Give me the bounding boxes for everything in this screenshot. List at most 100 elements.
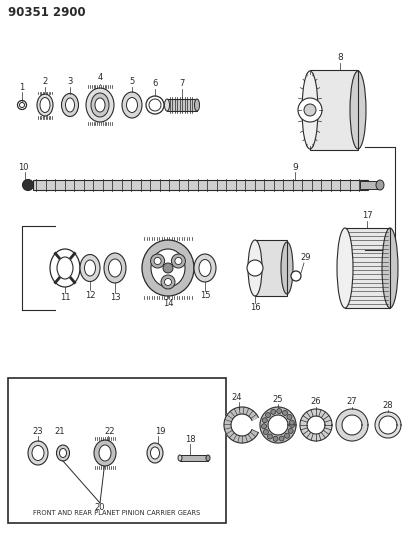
Text: 5: 5 [129,77,135,85]
Circle shape [18,101,27,109]
Text: 25: 25 [273,394,283,403]
Text: 2: 2 [42,77,48,85]
Bar [255,240,287,296]
Text: 21: 21 [55,426,65,435]
Circle shape [291,271,301,281]
Bar [360,181,380,189]
Circle shape [262,424,266,429]
Polygon shape [336,409,368,441]
Text: 20: 20 [95,504,105,513]
Text: 10: 10 [18,163,28,172]
Ellipse shape [57,257,73,279]
Ellipse shape [126,98,137,112]
Ellipse shape [80,254,100,281]
Ellipse shape [84,260,95,276]
Ellipse shape [248,240,262,296]
Circle shape [146,96,164,114]
Circle shape [164,279,171,286]
Circle shape [171,254,185,268]
Text: 11: 11 [60,294,70,303]
Circle shape [277,409,282,414]
Text: 7: 7 [179,78,185,87]
Ellipse shape [95,98,105,112]
Bar [33,180,368,190]
Ellipse shape [32,446,44,461]
Text: 29: 29 [301,254,311,262]
Text: 12: 12 [85,290,95,300]
Circle shape [304,104,316,116]
Text: 14: 14 [163,298,173,308]
Bar [345,228,390,308]
Text: 6: 6 [152,78,157,87]
Ellipse shape [40,98,50,112]
Ellipse shape [50,249,80,287]
Bar [310,70,358,150]
Ellipse shape [151,447,160,459]
Circle shape [266,413,271,417]
Text: 19: 19 [155,426,165,435]
Bar [345,228,390,308]
Ellipse shape [376,180,384,190]
Text: 1: 1 [19,83,24,92]
Bar [167,99,197,111]
Bar [180,455,208,461]
Ellipse shape [178,455,182,461]
Ellipse shape [350,71,366,149]
Ellipse shape [147,443,163,463]
Circle shape [264,430,268,434]
Circle shape [271,409,276,414]
Polygon shape [375,412,401,438]
Text: FRONT AND REAR PLANET PINION CARRIER GEARS: FRONT AND REAR PLANET PINION CARRIER GEA… [33,510,201,516]
Bar [8,378,226,523]
Circle shape [22,180,33,190]
Circle shape [163,263,173,273]
Ellipse shape [194,254,216,282]
Ellipse shape [91,93,109,117]
Text: 3: 3 [67,77,73,85]
Ellipse shape [28,441,48,465]
Circle shape [290,423,295,427]
Ellipse shape [195,99,200,111]
Text: 90351 2900: 90351 2900 [8,6,86,20]
Circle shape [287,415,292,419]
Bar [310,70,358,150]
Text: 27: 27 [347,398,357,407]
Ellipse shape [382,228,398,308]
Ellipse shape [151,249,185,287]
Circle shape [279,436,284,441]
Text: 8: 8 [337,53,343,62]
Text: 16: 16 [250,303,260,312]
Circle shape [284,433,290,438]
Ellipse shape [66,98,75,112]
Ellipse shape [56,445,69,461]
Ellipse shape [122,92,142,118]
Text: 24: 24 [232,392,242,401]
Text: 15: 15 [200,292,210,301]
Ellipse shape [337,228,353,308]
Circle shape [149,99,161,111]
Ellipse shape [199,260,211,277]
Circle shape [247,260,263,276]
Text: 28: 28 [383,400,393,409]
Circle shape [282,410,288,415]
Ellipse shape [37,94,53,116]
Polygon shape [224,407,258,443]
Text: 9: 9 [292,163,298,172]
Ellipse shape [109,259,122,277]
Ellipse shape [86,88,114,122]
Polygon shape [300,409,332,441]
Circle shape [298,98,322,122]
Circle shape [268,434,273,439]
Circle shape [151,254,164,268]
Ellipse shape [302,71,318,149]
Text: 26: 26 [310,398,322,407]
Circle shape [175,257,182,264]
Text: 17: 17 [361,212,373,221]
Polygon shape [260,407,296,443]
Circle shape [20,102,24,108]
Text: 18: 18 [185,434,195,443]
Circle shape [273,437,278,441]
Ellipse shape [62,93,78,117]
Text: 23: 23 [33,426,43,435]
Ellipse shape [104,253,126,283]
